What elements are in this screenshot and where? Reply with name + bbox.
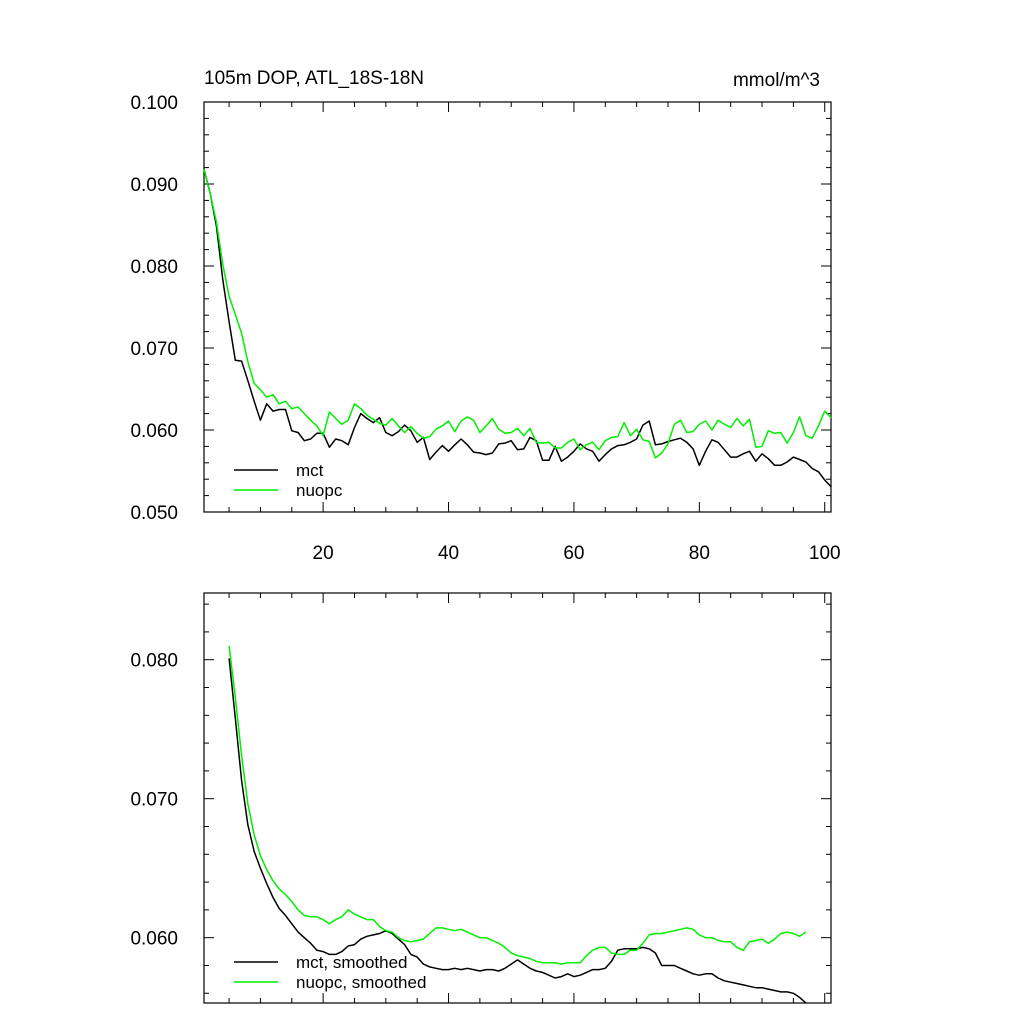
series-lines [228,645,807,1004]
x-tick-label: 80 [689,543,710,564]
legend-label-mct: mct [296,461,324,480]
units-label: mmol/m^3 [733,70,820,91]
legend-label-mct-smoothed: mct, smoothed [296,953,408,972]
y-tick-label: 0.050 [130,503,178,524]
series-lines [203,169,832,488]
y-tick-label: 0.060 [130,421,178,442]
legend: mct, smoothed nuopc, smoothed [234,953,426,992]
axis-ticks: 20 40 60 80 100 0.050 0.060 0.070 0.080 0.090 0.10… [130,93,840,564]
y-tick-label: 0.090 [130,175,178,196]
x-tick-label: 20 [313,543,334,564]
y-tick-label: 0.080 [130,257,178,278]
series-line-nuopc [203,169,832,459]
series-line-nuopc-smoothed [228,645,807,965]
series-line-mct [203,169,832,488]
top-panel: 105m DOP, ATL_18S-18N mmol/m^3 20 40 60 80 1… [130,68,840,564]
y-tick-label: 0.070 [130,339,178,360]
series-line-mct-smoothed [228,658,807,1004]
axis-ticks: 0.060 0.070 0.080 [130,593,831,1003]
legend-label-nuopc: nuopc [296,481,343,500]
y-tick-label: 0.080 [130,651,178,672]
chart-title: 105m DOP, ATL_18S-18N [204,68,424,89]
plot-frame [203,592,832,1004]
y-tick-label: 0.100 [130,93,178,114]
legend-label-nuopc-smoothed: nuopc, smoothed [296,973,426,992]
y-tick-label: 0.060 [130,929,178,950]
legend: mct nuopc [234,461,343,500]
plot-frame [203,101,832,513]
x-tick-label: 100 [809,543,841,564]
y-tick-label: 0.070 [130,790,178,811]
x-tick-label: 60 [563,543,584,564]
x-tick-label: 40 [438,543,459,564]
bottom-panel: 0.060 0.070 0.080 mct, smoothed nuopc, smo… [130,592,832,1004]
